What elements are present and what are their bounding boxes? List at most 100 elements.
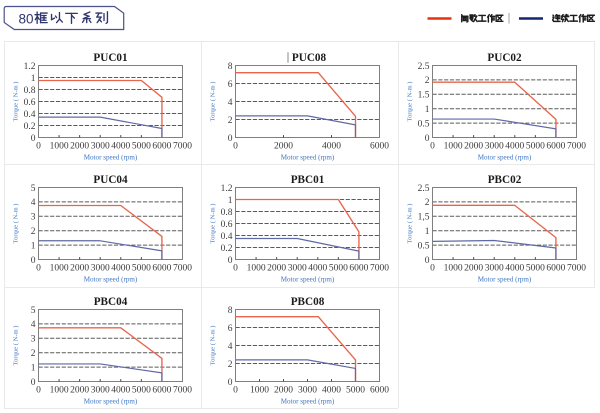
- svg-text:5000: 5000: [329, 264, 348, 274]
- svg-text:4000: 4000: [322, 142, 341, 152]
- svg-text:7000: 7000: [370, 264, 389, 274]
- svg-text:5000: 5000: [526, 142, 545, 152]
- svg-text:0: 0: [233, 386, 238, 396]
- svg-text:1000: 1000: [50, 142, 69, 152]
- svg-text:0: 0: [31, 378, 36, 388]
- svg-text:3000: 3000: [485, 142, 504, 152]
- svg-text:2000: 2000: [70, 386, 89, 396]
- svg-text:6000: 6000: [349, 264, 368, 274]
- svg-text:1000: 1000: [50, 264, 69, 274]
- svg-text:1: 1: [425, 227, 430, 237]
- svg-text:1000: 1000: [444, 142, 463, 152]
- svg-text:Motor speed (rpm): Motor speed (rpm): [281, 154, 335, 162]
- svg-text:4: 4: [228, 342, 233, 352]
- svg-text:6000: 6000: [546, 264, 565, 274]
- svg-text:6000: 6000: [546, 142, 565, 152]
- svg-text:PUC04: PUC04: [93, 174, 128, 186]
- svg-text:0: 0: [425, 256, 430, 266]
- svg-text:8: 8: [228, 306, 233, 316]
- svg-text:4000: 4000: [111, 264, 130, 274]
- svg-text:0: 0: [31, 256, 36, 266]
- svg-text:2000: 2000: [464, 142, 483, 152]
- svg-text:7000: 7000: [173, 142, 192, 152]
- svg-text:Motor speed (rpm): Motor speed (rpm): [84, 276, 138, 284]
- svg-text:2000: 2000: [70, 264, 89, 274]
- svg-text:2: 2: [31, 227, 36, 237]
- svg-text:0.4: 0.4: [221, 232, 233, 242]
- svg-text:2000: 2000: [464, 264, 483, 274]
- svg-text:3000: 3000: [298, 386, 317, 396]
- svg-text:Motor speed (rpm): Motor speed (rpm): [281, 398, 335, 406]
- svg-text:3: 3: [31, 335, 36, 345]
- svg-text:1000: 1000: [250, 386, 269, 396]
- svg-text:3000: 3000: [91, 142, 110, 152]
- svg-text:0: 0: [228, 134, 233, 144]
- svg-text:0: 0: [36, 142, 41, 152]
- svg-text:0: 0: [430, 142, 435, 152]
- svg-text:6000: 6000: [370, 386, 389, 396]
- svg-text:5000: 5000: [346, 386, 365, 396]
- svg-text:0: 0: [233, 264, 238, 274]
- svg-text:1: 1: [31, 363, 36, 373]
- svg-text:0: 0: [36, 264, 41, 274]
- svg-text:1000: 1000: [444, 264, 463, 274]
- svg-text:7000: 7000: [173, 386, 192, 396]
- svg-text:0: 0: [233, 142, 238, 152]
- svg-text:1,5: 1,5: [418, 213, 430, 223]
- svg-text:0.2: 0.2: [24, 122, 36, 132]
- svg-text:1000: 1000: [247, 264, 266, 274]
- svg-text:Motor speed (rpm): Motor speed (rpm): [478, 154, 532, 162]
- svg-text:1.5: 1.5: [418, 91, 430, 101]
- svg-text:5000: 5000: [132, 386, 151, 396]
- svg-text:Torque ( N-m ): Torque ( N-m ): [407, 81, 414, 121]
- svg-text:0.2: 0.2: [221, 244, 233, 254]
- svg-text:Torque ( N-m ): Torque ( N-m ): [13, 325, 20, 365]
- svg-text:6000: 6000: [152, 386, 171, 396]
- svg-text:4: 4: [31, 320, 36, 330]
- svg-text:2.5: 2.5: [418, 62, 430, 72]
- svg-text:1000: 1000: [50, 386, 69, 396]
- svg-text:8: 8: [228, 62, 233, 72]
- svg-text:2.5: 2.5: [418, 184, 430, 194]
- svg-text:Torque ( N-m ): Torque ( N-m ): [407, 203, 414, 243]
- svg-text:0: 0: [425, 134, 430, 144]
- svg-text:0: 0: [430, 264, 435, 274]
- svg-text:PBC02: PBC02: [488, 174, 522, 186]
- svg-text:2: 2: [228, 116, 233, 126]
- svg-text:PBC08: PBC08: [291, 296, 325, 308]
- svg-text:4000: 4000: [505, 264, 524, 274]
- svg-text:6: 6: [228, 324, 233, 334]
- svg-text:2: 2: [425, 76, 430, 86]
- svg-text:1: 1: [425, 105, 430, 115]
- svg-text:Torque ( N-m ): Torque ( N-m ): [210, 81, 217, 121]
- svg-text:Motor speed (rpm): Motor speed (rpm): [478, 276, 532, 284]
- svg-text:2: 2: [425, 198, 430, 208]
- svg-text:4000: 4000: [308, 264, 327, 274]
- svg-text:PBC04: PBC04: [94, 296, 128, 308]
- svg-text:80: 80: [19, 11, 34, 26]
- svg-text:2: 2: [31, 349, 36, 359]
- svg-text:0.8: 0.8: [221, 208, 233, 218]
- svg-text:6: 6: [228, 80, 233, 90]
- svg-text:0.6: 0.6: [221, 220, 233, 230]
- svg-text:4000: 4000: [322, 386, 341, 396]
- svg-text:6000: 6000: [152, 142, 171, 152]
- svg-text:Motor speed (rpm): Motor speed (rpm): [84, 154, 138, 162]
- svg-text:5000: 5000: [132, 264, 151, 274]
- svg-text:Motor speed (rpm): Motor speed (rpm): [281, 276, 335, 284]
- svg-text:7000: 7000: [567, 264, 586, 274]
- svg-text:3000: 3000: [91, 264, 110, 274]
- svg-text:1.2: 1.2: [221, 184, 233, 194]
- svg-text:1: 1: [31, 74, 36, 84]
- svg-text:4000: 4000: [111, 142, 130, 152]
- svg-text:Torque ( N-m ): Torque ( N-m ): [13, 81, 20, 121]
- svg-text:Torque ( N-m ): Torque ( N-m ): [210, 203, 217, 243]
- svg-text:2000: 2000: [70, 142, 89, 152]
- svg-text:3000: 3000: [485, 264, 504, 274]
- svg-text:0.5: 0.5: [418, 241, 430, 251]
- svg-text:4: 4: [228, 98, 233, 108]
- svg-text:0: 0: [228, 378, 233, 388]
- svg-text:PUC01: PUC01: [93, 52, 128, 64]
- svg-text:0.6: 0.6: [24, 98, 36, 108]
- svg-text:5000: 5000: [132, 142, 151, 152]
